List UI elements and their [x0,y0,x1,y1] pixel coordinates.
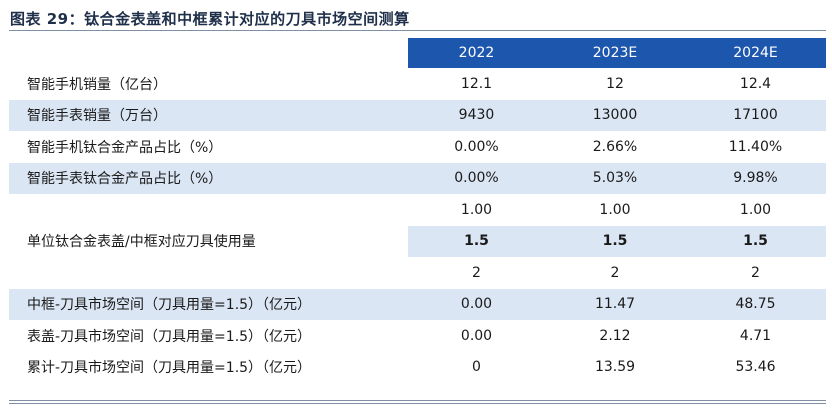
cell-value: 48.75 [685,288,826,320]
market-size-table: 2022 2023E 2024E 智能手机销量（亿台） 12.1 12 12.4… [9,38,826,383]
header-empty-cell [9,38,408,68]
cell-value: 0.00 [408,288,545,320]
cell-value: 9430 [408,99,545,131]
cell-value: 2.12 [599,327,631,344]
cell-value: 0.00% [454,138,499,155]
cell-value: 2 [610,264,620,281]
usage-row-label: 单位钛合金表盖/中框对应刀具使用量 [27,234,256,251]
cell-value: 1.00 [599,201,631,218]
cell-value: 2.66% [592,138,638,155]
cell-value: 9.98% [685,162,826,194]
cell-value: 53.46 [735,359,776,376]
table-row: 智能手表销量（万台） 9430 13000 17100 [9,99,826,131]
table-bottom-rule-second [9,403,826,404]
cell-value: 2 [751,264,760,281]
table-row: 2 2 2 [9,257,826,289]
row-label: 智能手表钛合金产品占比（%） [9,162,408,194]
table-row: 累计-刀具市场空间（刀具用量=1.5）（亿元） 0 13.59 53.46 [9,352,826,384]
cell-value: 5.03% [545,162,685,194]
header-year-2022: 2022 [408,38,545,68]
cell-value: 11.47 [545,288,685,320]
header-year-2023e: 2023E [545,38,685,68]
cell-value: 4.71 [739,327,772,344]
cell-value: 12 [606,75,624,92]
cell-value: 13000 [545,99,685,131]
cell-value: 0.00% [408,162,545,194]
cell-value: 2 [472,264,481,281]
cell-value: 0 [472,359,481,376]
cell-value: 1.00 [460,201,493,218]
row-label: 智能手机销量（亿台） [27,76,167,93]
cell-value: 12.1 [460,75,493,92]
row-label: 累计-刀具市场空间（刀具用量=1.5）（亿元） [27,360,312,377]
table-row: 1.5 1.5 1.5 [9,225,826,257]
row-label: 智能手机钛合金产品占比（%） [27,139,223,156]
table-row: 智能手机钛合金产品占比（%） 0.00% 2.66% 11.40% [9,131,826,163]
cell-value: 1.00 [739,201,772,218]
table-row: 中框-刀具市场空间（刀具用量=1.5）（亿元） 0.00 11.47 48.75 [9,288,826,320]
row-label: 中框-刀具市场空间（刀具用量=1.5）（亿元） [9,288,408,320]
table-row: 智能手机销量（亿台） 12.1 12 12.4 [9,68,826,100]
cell-value: 13.59 [594,359,636,376]
figure-title: 图表 29：钛合金表盖和中框累计对应的刀具市场空间测算 [10,10,410,28]
table-row: 表盖-刀具市场空间（刀具用量=1.5）（亿元） 0.00 2.12 4.71 [9,320,826,352]
cell-value: 1.5 [545,225,685,257]
table-row: 智能手表钛合金产品占比（%） 0.00% 5.03% 9.98% [9,162,826,194]
header-year-2024e: 2024E [685,38,826,68]
table-header-row: 2022 2023E 2024E [9,38,826,68]
cell-value: 12.4 [739,75,772,92]
cell-value: 17100 [685,99,826,131]
table-row: 单位钛合金表盖/中框对应刀具使用量 1.00 1.00 1.00 [9,194,826,251]
cell-value: 1.5 [685,225,826,257]
table-bottom-rule [9,400,826,401]
cell-value: 11.40% [728,138,783,155]
title-divider [9,30,826,31]
row-label: 表盖-刀具市场空间（刀具用量=1.5）（亿元） [27,328,312,345]
row-label: 智能手表销量（万台） [9,99,408,131]
cell-value: 0.00 [460,327,493,344]
cell-value: 1.5 [408,225,545,257]
